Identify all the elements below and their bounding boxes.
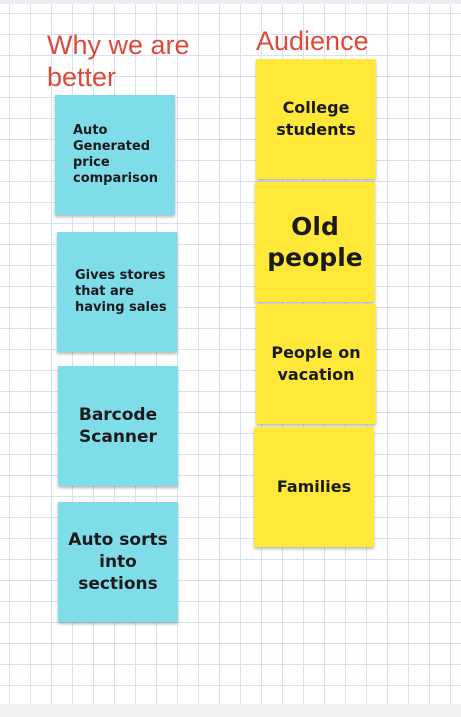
heading-why-we-are-better[interactable]: Why we are better [47,30,190,92]
sticky-note-college-students[interactable]: College students [256,59,376,179]
whiteboard-canvas[interactable]: Why we are better Audience Auto Generate… [0,4,461,704]
sticky-note-text: Old people [267,212,363,272]
sticky-note-auto-sorts[interactable]: Auto sorts into sections [58,502,178,622]
top-toolbar-edge [0,0,461,4]
sticky-note-text: Barcode Scanner [78,405,158,447]
sticky-note-price-comparison[interactable]: Auto Generated price comparison [55,95,175,215]
sticky-note-stores-sales[interactable]: Gives stores that are having sales [57,232,177,352]
sticky-note-text: Families [276,477,352,496]
sticky-note-text: College students [276,98,356,139]
sticky-note-barcode-scanner[interactable]: Barcode Scanner [58,366,178,486]
sticky-note-text: Auto Generated price comparison [73,123,159,186]
sticky-note-old-people[interactable]: Old people [255,182,375,302]
sticky-note-text: Auto sorts into sections [68,530,168,594]
sticky-note-families[interactable]: Families [254,427,374,547]
sticky-note-text: People on vacation [271,343,361,384]
bottom-scroll-area [0,704,461,717]
heading-audience[interactable]: Audience [256,26,369,56]
sticky-note-text: Gives stores that are having sales [75,268,167,315]
sticky-note-people-on-vacation[interactable]: People on vacation [256,304,376,424]
